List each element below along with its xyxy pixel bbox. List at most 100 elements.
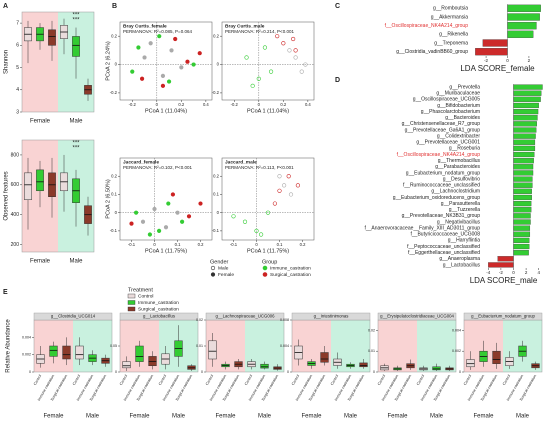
legend-title: Gender bbox=[210, 259, 229, 265]
panel-title: g__Eubacterium_nodatum_group bbox=[471, 314, 535, 319]
panel-title: g__Erysipelatoclostridiaceae_UCG004 bbox=[380, 314, 454, 319]
group-band bbox=[417, 320, 456, 372]
bar bbox=[513, 102, 539, 109]
bar bbox=[513, 225, 531, 231]
bar-label: f__Butyricicoccaceae_UCG008 bbox=[411, 232, 481, 238]
panel-label: C bbox=[335, 3, 340, 10]
x-category-label: Male bbox=[430, 414, 444, 420]
bar bbox=[513, 250, 529, 256]
y-tick-label: 0.1 bbox=[111, 192, 117, 197]
y-tick-label: 200 bbox=[11, 242, 20, 248]
x-axis-label: LDA SCORE_male bbox=[470, 276, 538, 285]
x-tick-label: 0.2 bbox=[198, 242, 204, 247]
point bbox=[277, 188, 282, 193]
x-tick-label: -4 bbox=[486, 270, 490, 275]
bar-label: g__Romboutsia bbox=[433, 6, 468, 12]
box bbox=[148, 356, 157, 367]
x-tick-label: Control bbox=[330, 374, 339, 386]
strip bbox=[377, 312, 457, 321]
strip bbox=[463, 312, 543, 321]
x-tick-label: 0.4 bbox=[203, 102, 209, 107]
point bbox=[250, 83, 255, 88]
y-tick-label: 0 bbox=[287, 370, 289, 374]
bar-label: g__Bifidobacterium bbox=[437, 103, 480, 109]
point bbox=[197, 51, 202, 56]
y-tick-label: 400 bbox=[11, 212, 20, 218]
legend-swatch bbox=[127, 293, 136, 299]
y-tick-label: 0 bbox=[217, 210, 220, 215]
panel-title: g__Clostridia_UCG014 bbox=[51, 314, 96, 319]
y-tick-label: 0.004 bbox=[280, 344, 289, 348]
x-axis-label: LDA SCORE_female bbox=[460, 64, 535, 73]
point bbox=[287, 48, 292, 53]
x-tick-label: 0.2 bbox=[300, 242, 306, 247]
y-tick-label: 0.01 bbox=[196, 344, 203, 348]
box bbox=[432, 366, 441, 371]
x-tick-label: 0 bbox=[156, 102, 159, 107]
bar-label: g__Prevotellaceae_NK3B31_group bbox=[402, 213, 481, 219]
point bbox=[157, 228, 162, 233]
bar bbox=[513, 207, 532, 213]
y-tick-label: 0 bbox=[217, 62, 220, 67]
strip bbox=[205, 312, 285, 321]
point bbox=[242, 219, 248, 224]
y-tick-label: 0 bbox=[373, 370, 375, 374]
strip bbox=[291, 312, 371, 321]
box bbox=[320, 352, 329, 363]
bar bbox=[513, 139, 536, 145]
point bbox=[142, 55, 147, 60]
point bbox=[291, 36, 296, 42]
x-category-label: Female bbox=[473, 414, 494, 420]
point bbox=[256, 76, 261, 81]
point bbox=[286, 174, 291, 179]
point bbox=[293, 55, 298, 60]
point bbox=[173, 36, 178, 42]
y-tick-label: -0.1 bbox=[110, 228, 118, 233]
y-tick-label: -0.2 bbox=[212, 90, 220, 95]
x-tick-label: Control bbox=[158, 374, 167, 386]
point bbox=[160, 73, 166, 78]
x-category-label: Male bbox=[258, 414, 272, 420]
bar-label: g__Christensenellaceae_R7_group bbox=[402, 121, 481, 127]
box bbox=[75, 345, 84, 360]
bar bbox=[513, 84, 543, 90]
bar-label: g__Prevotellaceae_Ga6A1_group bbox=[405, 127, 481, 133]
legend-swatch bbox=[127, 306, 136, 312]
bar bbox=[513, 182, 533, 188]
bar-label: g__Desulfovibrio bbox=[443, 176, 480, 182]
legend-label: Control bbox=[138, 293, 153, 299]
x-tick-label: 2 bbox=[525, 270, 528, 275]
bar-label: g__Tuzzerella bbox=[449, 207, 480, 213]
plot-frame bbox=[221, 157, 315, 241]
plot-frame bbox=[221, 21, 315, 101]
y-tick-label: 0.2 bbox=[213, 173, 219, 178]
plot-title: Jaccard_male bbox=[225, 159, 257, 165]
bar-label: f__Peptococcaceae_unclassified bbox=[407, 244, 480, 250]
x-tick-label: 0.1 bbox=[175, 242, 181, 247]
x-category-label: Female bbox=[301, 414, 322, 420]
point bbox=[282, 183, 287, 188]
y-tick-label: 0 bbox=[29, 370, 31, 374]
x-category-label: Female bbox=[129, 414, 150, 420]
point bbox=[244, 55, 249, 60]
x-category-label: Male bbox=[69, 119, 83, 125]
point bbox=[281, 41, 286, 46]
box bbox=[36, 169, 44, 192]
point bbox=[130, 69, 135, 74]
point bbox=[262, 45, 268, 50]
bar bbox=[513, 145, 536, 152]
bar bbox=[513, 170, 534, 176]
panel-label: B bbox=[112, 3, 117, 10]
x-tick-label: -0.2 bbox=[129, 102, 137, 107]
point bbox=[265, 210, 271, 215]
bar-label: g__Harryflintia bbox=[448, 238, 480, 244]
bar-label: f__Anaerovoracaceae__Family_XIII_AD3011_… bbox=[364, 225, 480, 231]
point bbox=[163, 225, 169, 230]
y-tick-label: 0.002 bbox=[22, 353, 31, 357]
bar bbox=[513, 115, 538, 121]
box bbox=[466, 359, 475, 368]
bar-label: g__Rikenella bbox=[439, 32, 468, 38]
point bbox=[166, 201, 171, 206]
bar-label: g__Parabacteroides bbox=[435, 164, 480, 170]
bar-label: f__Oscillospiraceae_NK4A214_group bbox=[385, 23, 469, 29]
